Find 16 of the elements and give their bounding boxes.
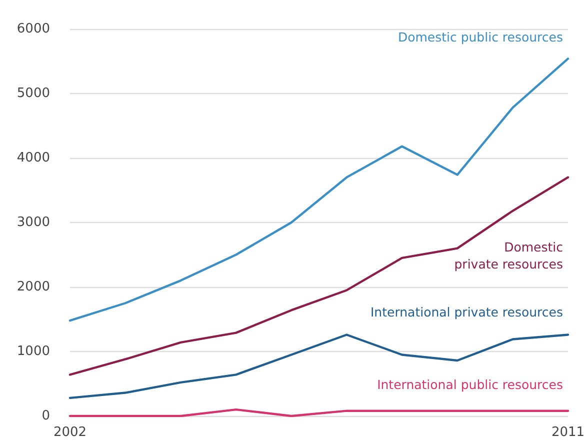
x-tick-label: 2002	[53, 425, 87, 440]
x-tick-label: 2011	[551, 425, 585, 440]
y-tick-label: 2000	[16, 280, 50, 294]
y-tick-label: 4000	[16, 150, 50, 166]
series-label: International public resources	[377, 376, 563, 392]
line-series	[68, 334, 570, 400]
line-series	[68, 176, 570, 376]
line-series	[68, 58, 570, 322]
y-tick-label: 0	[42, 408, 50, 424]
y-tick-label: 5000	[16, 86, 50, 101]
series-label: Domestic private resources	[454, 239, 564, 272]
series-label: Domestic public resources	[398, 30, 563, 45]
y-tick-label: 3000	[16, 215, 50, 230]
series-label: International private resources	[370, 304, 563, 320]
y-tick-label: 6000	[16, 22, 50, 36]
y-tick-label: 1000	[16, 344, 50, 359]
